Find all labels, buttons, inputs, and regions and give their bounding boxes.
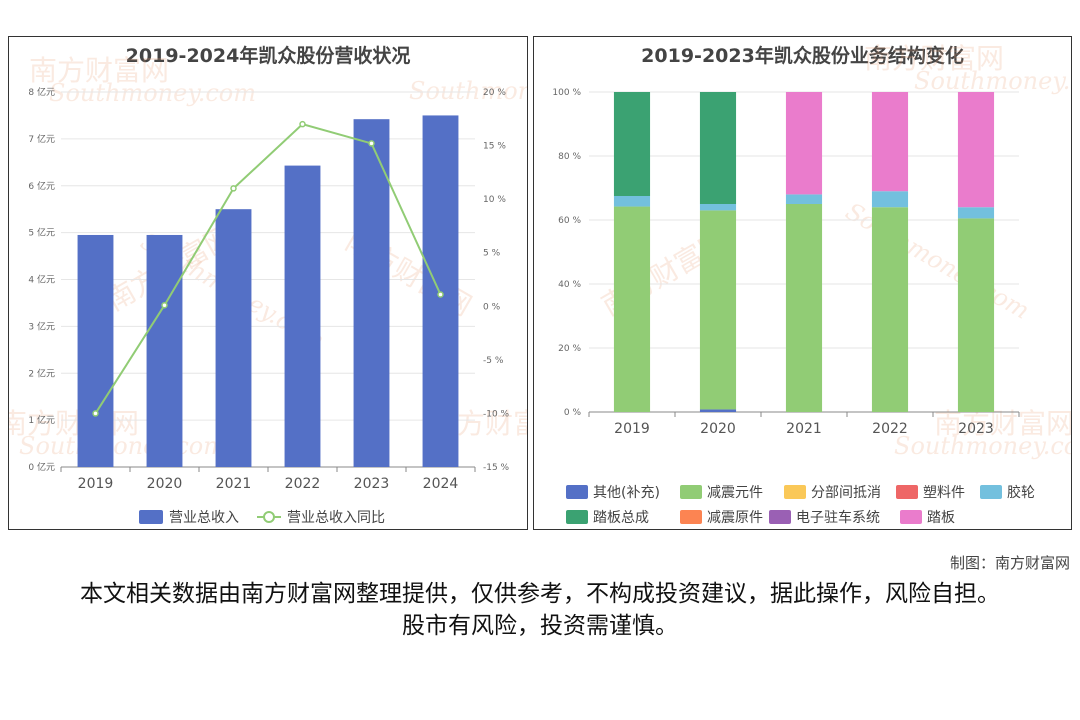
stack-segment <box>699 409 737 412</box>
legend-label: 踏板 <box>927 510 955 526</box>
yoy-point <box>92 410 99 417</box>
y-tick-label: 100 % <box>552 88 581 98</box>
legend-label: 营业总收入同比 <box>287 510 385 526</box>
stack-segment <box>871 92 909 192</box>
stack-segment <box>699 92 737 204</box>
revenue-bar <box>422 115 459 467</box>
yoy-point <box>368 140 375 147</box>
y-right-tick-label: 20 % <box>483 88 506 98</box>
y-left-tick-label: 7 亿元 <box>28 133 55 145</box>
legend-swatch <box>680 510 702 524</box>
y-tick-label: 0 % <box>564 408 582 418</box>
y-tick-label: 60 % <box>558 216 581 226</box>
y-left-tick-label: 0 亿元 <box>28 461 55 473</box>
legend-label: 胶轮 <box>1007 484 1035 501</box>
y-left-tick-label: 5 亿元 <box>28 227 55 239</box>
yoy-line <box>94 123 442 414</box>
stack-segment <box>699 204 737 211</box>
x-tick-label: 2019 <box>614 421 650 437</box>
yoy-point <box>437 291 444 298</box>
legend-label: 分部间抵消 <box>811 485 881 501</box>
x-tick-label: 2022 <box>285 476 321 492</box>
stack-segment <box>957 218 995 412</box>
y-right-tick-label: 15 % <box>483 142 506 152</box>
yoy-point <box>161 301 168 309</box>
legend-label: 电子驻车系统 <box>796 509 880 526</box>
legend-swatch-marker <box>263 511 275 523</box>
stack-segment <box>613 92 651 196</box>
chart-title: 2019-2023年凯众股份业务结构变化 <box>641 45 964 67</box>
y-right-tick-label: 5 % <box>483 249 501 259</box>
disclaimer-text: 本文相关数据由南方财富网整理提供，仅供参考，不构成投资建议，据此操作，风险自担。… <box>80 581 1000 639</box>
legend-label: 营业总收入 <box>169 510 239 526</box>
yoy-point <box>230 185 237 192</box>
legend-swatch <box>566 485 588 499</box>
y-right-tick-label: 0 % <box>483 302 501 312</box>
x-tick-label: 2020 <box>700 421 736 437</box>
x-tick-label: 2020 <box>147 476 183 492</box>
stack-segment <box>613 196 651 207</box>
legend-label: 减震原件 <box>707 510 763 526</box>
y-left-tick-label: 8 亿元 <box>28 86 55 98</box>
stack-segment <box>871 207 909 412</box>
legend-swatch <box>900 510 922 524</box>
revenue-bar <box>146 234 183 467</box>
legend-swatch <box>784 485 806 499</box>
x-tick-label: 2023 <box>958 421 994 437</box>
business-structure-panel: 2019-2023年凯众股份业务结构变化 南方财富网 Southmoney.co… <box>533 36 1072 530</box>
stack-segment <box>785 194 823 204</box>
y-tick-label: 80 % <box>558 152 581 162</box>
y-right-tick-label: -5 % <box>483 356 504 366</box>
y-left-tick-label: 3 亿元 <box>28 320 55 332</box>
legend-swatch <box>566 510 588 524</box>
revenue-bar <box>77 234 114 467</box>
chart-title: 2019-2024年凯众股份营收状况 <box>125 45 411 67</box>
stack-segment <box>699 210 737 410</box>
stack-segment <box>957 92 995 208</box>
stack-segment <box>957 207 995 219</box>
x-tick-label: 2021 <box>216 476 252 492</box>
stack-segment <box>613 206 651 412</box>
legend-label: 踏板总成 <box>593 510 649 526</box>
revenue-chart-panel: 2019-2024年凯众股份营收状况 南方财富网 Southmoney.com … <box>8 36 528 530</box>
y-tick-label: 40 % <box>558 280 581 290</box>
y-left-tick-label: 1 亿元 <box>28 414 55 426</box>
business-structure-chart: 0 % 20 % 40 % 60 % 80 % 100 % 2019 2020 2021 2022… <box>552 88 1035 526</box>
x-tick-label: 2023 <box>354 476 390 492</box>
x-tick-label: 2021 <box>786 421 822 437</box>
yoy-point <box>299 120 306 128</box>
legend-label: 减震元件 <box>707 485 763 501</box>
revenue-bar <box>353 119 390 467</box>
y-left-tick-label: 2 亿元 <box>28 367 55 379</box>
revenue-bar <box>284 165 321 467</box>
x-tick-label: 2024 <box>423 476 459 492</box>
stack-segment <box>785 92 823 195</box>
y-right-tick-label: 10 % <box>483 195 506 205</box>
revenue-chart: 0 亿元 1 亿元 2 亿元 3 亿元 4 亿元 5 亿元 6 亿元 7 亿元 8 亿元 -15 … <box>28 86 510 526</box>
stack-segment <box>871 191 909 208</box>
y-left-tick-label: 6 亿元 <box>28 180 55 192</box>
legend-swatch <box>139 510 163 524</box>
legend-swatch <box>980 485 1002 499</box>
y-right-tick-label: -15 % <box>483 463 510 473</box>
credit-label: 制图：南方财富网 <box>949 554 1070 572</box>
stack-segment <box>785 204 823 412</box>
legend-swatch <box>896 485 918 499</box>
y-tick-label: 20 % <box>558 344 581 354</box>
legend-label: 塑料件 <box>923 485 965 501</box>
legend-swatch <box>680 485 702 499</box>
x-tick-label: 2019 <box>78 476 114 492</box>
revenue-bar <box>215 209 252 467</box>
legend-label: 其他(补充) <box>593 485 660 501</box>
legend-swatch <box>769 510 791 524</box>
y-left-tick-label: 4 亿元 <box>28 274 55 286</box>
y-right-tick-label: -10 % <box>483 409 510 419</box>
x-tick-label: 2022 <box>872 421 908 437</box>
